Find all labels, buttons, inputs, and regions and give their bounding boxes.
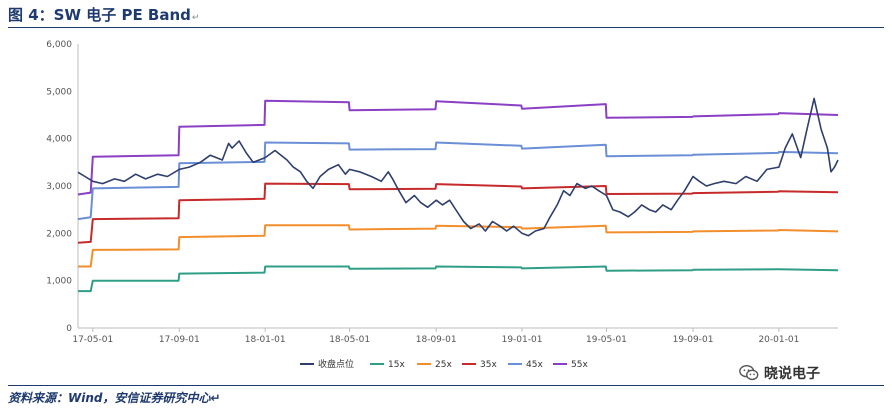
title-divider (8, 27, 884, 28)
series-line-55x (77, 99, 839, 196)
source-divider (8, 385, 884, 386)
series-line-25x (78, 224, 839, 268)
x-tick-label: 18-01-01 (245, 335, 286, 345)
y-tick-label: 2,000 (46, 229, 72, 239)
watermark: 晓说电子 (738, 362, 820, 384)
y-tick-label: 4,000 (46, 135, 72, 145)
wechat-icon (739, 364, 759, 381)
x-tick-label: 18-05-01 (329, 335, 370, 345)
legend-label-35x: 35x (480, 360, 497, 370)
legend-label-15x: 15x (388, 360, 405, 370)
x-tick-label: 18-09-01 (416, 335, 457, 345)
x-tick-label: 19-01-01 (502, 335, 543, 345)
chart-legend: 收盘点位 15x 25x 35x 45x 55x (300, 358, 588, 370)
legend-label-45x: 45x (526, 360, 543, 370)
x-tick-label: 19-09-01 (673, 335, 714, 345)
y-tick-label: 3,000 (46, 182, 72, 192)
x-tick-label: 17-05-01 (72, 335, 113, 345)
series-line-15x (78, 265, 839, 293)
x-tick-label: 19-05-01 (586, 335, 627, 345)
x-tick-label: 20-01-01 (758, 335, 799, 345)
pe-band-chart: 0 1,000 2,000 3,000 4,000 5,000 6,000 17-05-01 1… (46, 40, 839, 370)
paragraph-mark-icon: ↵ (191, 13, 200, 23)
y-tick-label: 6,000 (46, 40, 72, 50)
y-tick-label: 0 (66, 324, 72, 334)
legend-label-25x: 25x (435, 360, 452, 370)
chart-axes: 0 1,000 2,000 3,000 4,000 5,000 6,000 17-05-01 1… (46, 40, 838, 345)
series-line-close (77, 97, 839, 237)
legend-label-close: 收盘点位 (318, 358, 354, 370)
series-line-35x (77, 182, 839, 244)
figure-title-text: 图 4：SW 电子 PE Band (8, 6, 191, 24)
legend-label-55x: 55x (571, 360, 588, 370)
source-note: 资料来源：Wind，安信证券研究中心↵ (8, 391, 221, 405)
y-tick-label: 1,000 (46, 277, 72, 287)
series-line-45x (77, 141, 839, 221)
y-tick-label: 5,000 (46, 87, 72, 97)
x-tick-label: 17-09-01 (159, 335, 200, 345)
series-layer (77, 97, 839, 293)
watermark-text: 晓说电子 (764, 366, 820, 382)
figure-title: 图 4：SW 电子 PE Band↵ (8, 4, 199, 25)
